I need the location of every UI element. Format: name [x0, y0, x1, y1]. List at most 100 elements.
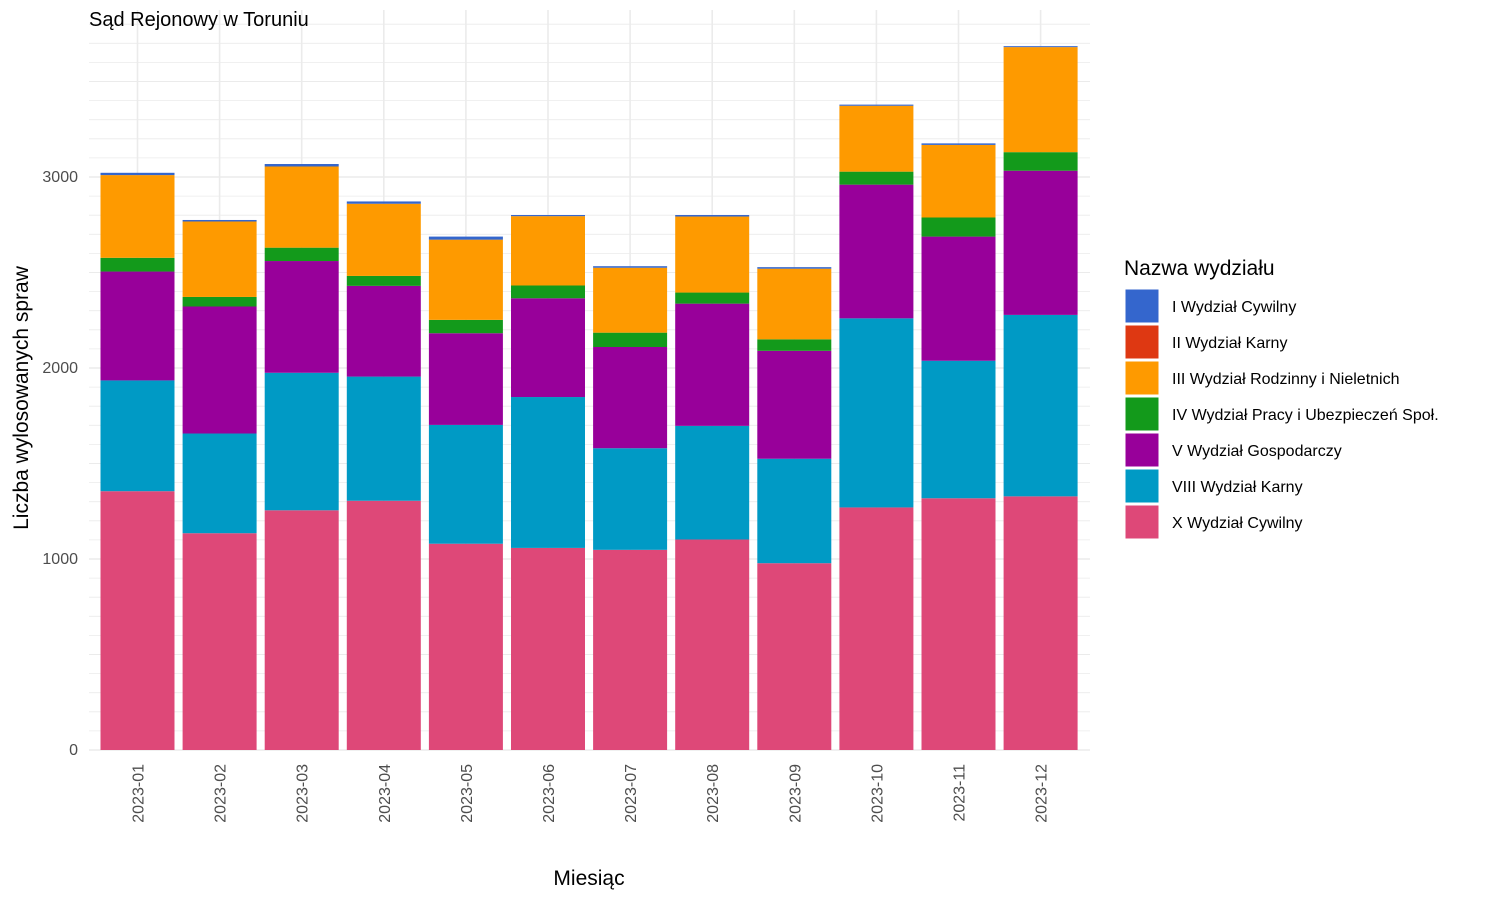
- x-tick-label: 2023-11: [952, 764, 969, 822]
- bar-segment: [182, 221, 257, 297]
- legend-swatch: [1124, 324, 1160, 360]
- bar-segment: [346, 275, 421, 286]
- bar-segment: [675, 216, 750, 293]
- bar-segment: [593, 267, 668, 333]
- bar-segment: [839, 105, 914, 172]
- legend-label: X Wydział Cywilny: [1172, 515, 1303, 532]
- legend-swatch: [1124, 360, 1160, 396]
- bar-segment: [511, 215, 585, 217]
- bar-segment: [593, 549, 668, 750]
- x-axis-label: Miesiąc: [553, 867, 624, 890]
- bar-segment: [1003, 496, 1078, 750]
- x-tick-label: 2023-03: [295, 764, 312, 823]
- bars: [100, 46, 1078, 750]
- bar-segment: [921, 360, 996, 499]
- bar-segment: [346, 203, 421, 276]
- bar-segment: [757, 458, 832, 564]
- bar-segment: [839, 184, 914, 319]
- bar-segment: [100, 271, 175, 381]
- bar-segment: [428, 239, 503, 320]
- bar-segment: [264, 510, 339, 750]
- x-tick-label: 2023-04: [377, 764, 394, 823]
- bar-segment: [182, 219, 257, 222]
- legend: Nazwa wydziału I Wydział Cywilny II Wydzi…: [1124, 257, 1439, 540]
- x-axis: 2023-01 2023-02 2023-03 2023-04 2023-05 2023-…: [131, 764, 1051, 823]
- bar-segment: [346, 500, 421, 750]
- legend-label: VIII Wydział Karny: [1172, 479, 1303, 496]
- bar-segment: [839, 318, 914, 508]
- bar-segment: [757, 350, 832, 459]
- x-tick-label: 2023-02: [213, 764, 230, 823]
- legend-swatch: [1124, 504, 1160, 540]
- bar-segment: [921, 236, 996, 361]
- bar-segment: [593, 346, 668, 449]
- bar-segment: [511, 216, 585, 286]
- x-tick-label: 2023-01: [131, 764, 148, 823]
- bar-segment: [511, 547, 585, 750]
- x-tick-label: 2023-12: [1034, 764, 1051, 823]
- legend-label: III Wydział Rodzinny i Nieletnich: [1172, 371, 1400, 388]
- legend-label: IV Wydział Pracy i Ubezpieczeń Społ.: [1172, 407, 1439, 424]
- bar-segment: [757, 563, 832, 750]
- legend-label: V Wydział Gospodarczy: [1172, 443, 1342, 460]
- bar-segment: [921, 144, 996, 218]
- bar-segment: [839, 507, 914, 750]
- bar-segment: [428, 333, 503, 425]
- bar-segment: [921, 217, 996, 237]
- bar-segment: [757, 339, 832, 351]
- x-tick-label: 2023-06: [541, 764, 558, 823]
- bar-segment: [921, 498, 996, 750]
- bar-segment: [757, 268, 832, 340]
- bar-segment: [182, 306, 257, 434]
- legend-swatch: [1124, 288, 1160, 324]
- bar-segment: [182, 533, 257, 750]
- bar-segment: [346, 376, 421, 501]
- bar-segment: [675, 215, 750, 217]
- y-tick-label: 1000: [42, 551, 78, 568]
- bar-segment: [839, 104, 914, 106]
- bar-segment: [921, 143, 996, 145]
- bar-segment: [1003, 152, 1078, 171]
- x-tick-label: 2023-07: [623, 764, 640, 823]
- bar-segment: [264, 261, 339, 373]
- bar-segment: [757, 267, 832, 269]
- chart-title: Sąd Rejonowy w Toruniu: [89, 9, 309, 31]
- bar-segment: [264, 247, 339, 262]
- bar-segment: [1003, 46, 1078, 48]
- bar-segment: [182, 296, 257, 307]
- bar-segment: [593, 266, 668, 268]
- y-tick-label: 2000: [42, 360, 78, 377]
- y-axis-label: Liczba wylosowanych spraw: [10, 265, 33, 530]
- legend-title: Nazwa wydziału: [1124, 257, 1275, 280]
- y-tick-label: 0: [69, 742, 78, 759]
- bar-segment: [511, 298, 585, 398]
- y-tick-label: 3000: [42, 169, 78, 186]
- bar-segment: [675, 425, 750, 540]
- bar-segment: [511, 285, 585, 299]
- bar-segment: [675, 539, 750, 750]
- bar-segment: [839, 171, 914, 185]
- bar-segment: [346, 201, 421, 204]
- legend-swatch: [1124, 396, 1160, 432]
- bar-segment: [264, 166, 339, 248]
- y-axis: 0 1000 2000 3000: [42, 169, 78, 759]
- bar-segment: [593, 332, 668, 347]
- bar-segment: [346, 285, 421, 377]
- bar-segment: [675, 292, 750, 304]
- bar-segment: [428, 319, 503, 334]
- bar-segment: [675, 303, 750, 426]
- bar-segment: [593, 448, 668, 550]
- bar-segment: [100, 380, 175, 492]
- legend-label: I Wydział Cywilny: [1172, 299, 1296, 316]
- x-tick-label: 2023-05: [459, 764, 476, 823]
- legend-swatch: [1124, 432, 1160, 468]
- bar-segment: [511, 397, 585, 548]
- x-tick-label: 2023-10: [869, 764, 886, 823]
- bar-segment: [1003, 47, 1078, 153]
- bar-segment: [428, 543, 503, 750]
- bar-segment: [100, 175, 175, 258]
- bar-segment: [264, 164, 339, 167]
- bar-segment: [428, 236, 503, 240]
- bar-segment: [100, 257, 175, 272]
